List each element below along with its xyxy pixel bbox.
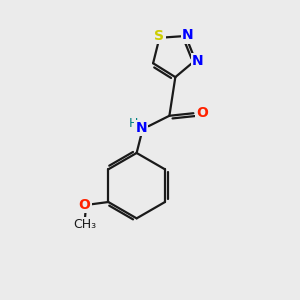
- Text: N: N: [182, 28, 194, 42]
- Text: N: N: [192, 54, 204, 68]
- Text: O: O: [196, 106, 208, 120]
- Text: N: N: [135, 121, 147, 135]
- Text: H: H: [129, 117, 138, 130]
- Text: S: S: [154, 29, 164, 43]
- Text: O: O: [79, 198, 91, 212]
- Text: CH₃: CH₃: [73, 218, 96, 231]
